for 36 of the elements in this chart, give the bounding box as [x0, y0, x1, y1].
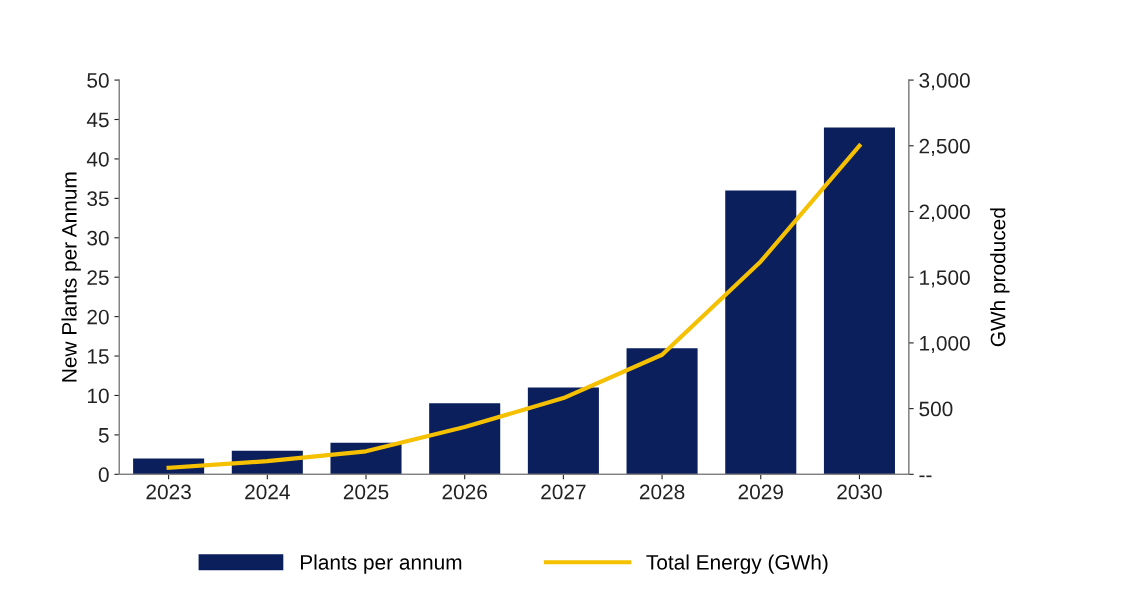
- y-tick-label: 45: [86, 112, 109, 128]
- y-tick-label: 25: [87, 270, 109, 285]
- y-tick-label: 15: [87, 349, 109, 364]
- y-tick-label: 0: [98, 467, 109, 483]
- y-tick-label: 30: [87, 230, 109, 246]
- y2-tick-label: 500: [919, 401, 953, 417]
- x-tick-label: 2030: [837, 484, 882, 500]
- y-tick-label: 40: [86, 151, 109, 167]
- x-tick-label: 2027: [541, 484, 586, 500]
- legend-label: Plants per annum: [300, 554, 462, 574]
- x-tick-label: 2023: [146, 484, 191, 500]
- y2-tick-label: 2,000: [919, 204, 970, 222]
- y-tick-label: 35: [87, 191, 109, 207]
- y2-tick-label: --: [919, 475, 932, 478]
- x-tick-label: 2025: [343, 484, 389, 500]
- bar: [626, 348, 698, 475]
- y2-tick-label: 1,000: [920, 335, 970, 354]
- y-tick-label: 5: [98, 428, 109, 443]
- x-tick-label: 2026: [442, 484, 487, 500]
- y2-tick-label: 1,500: [920, 270, 970, 288]
- x-tick-label: 2024: [245, 484, 290, 500]
- y-tick-label: 20: [87, 309, 109, 325]
- legend-label: Total Energy (GWh): [646, 554, 828, 574]
- y2-tick-label: 3,000: [919, 73, 970, 91]
- bar: [823, 127, 895, 475]
- x-tick-label: 2028: [639, 484, 685, 500]
- bar: [429, 403, 501, 475]
- line-series: [166, 143, 862, 470]
- y-tick-label: 50: [87, 73, 109, 88]
- y-axis-title: New Plants per Annum: [61, 172, 81, 382]
- y2-tick-label: 2,500: [919, 138, 970, 156]
- bar: [725, 190, 797, 475]
- x-tick-label: 2029: [738, 484, 783, 500]
- bar: [527, 387, 599, 475]
- y2-axis-title: GWh produced: [990, 208, 1010, 347]
- y-tick-label: 10: [87, 388, 109, 404]
